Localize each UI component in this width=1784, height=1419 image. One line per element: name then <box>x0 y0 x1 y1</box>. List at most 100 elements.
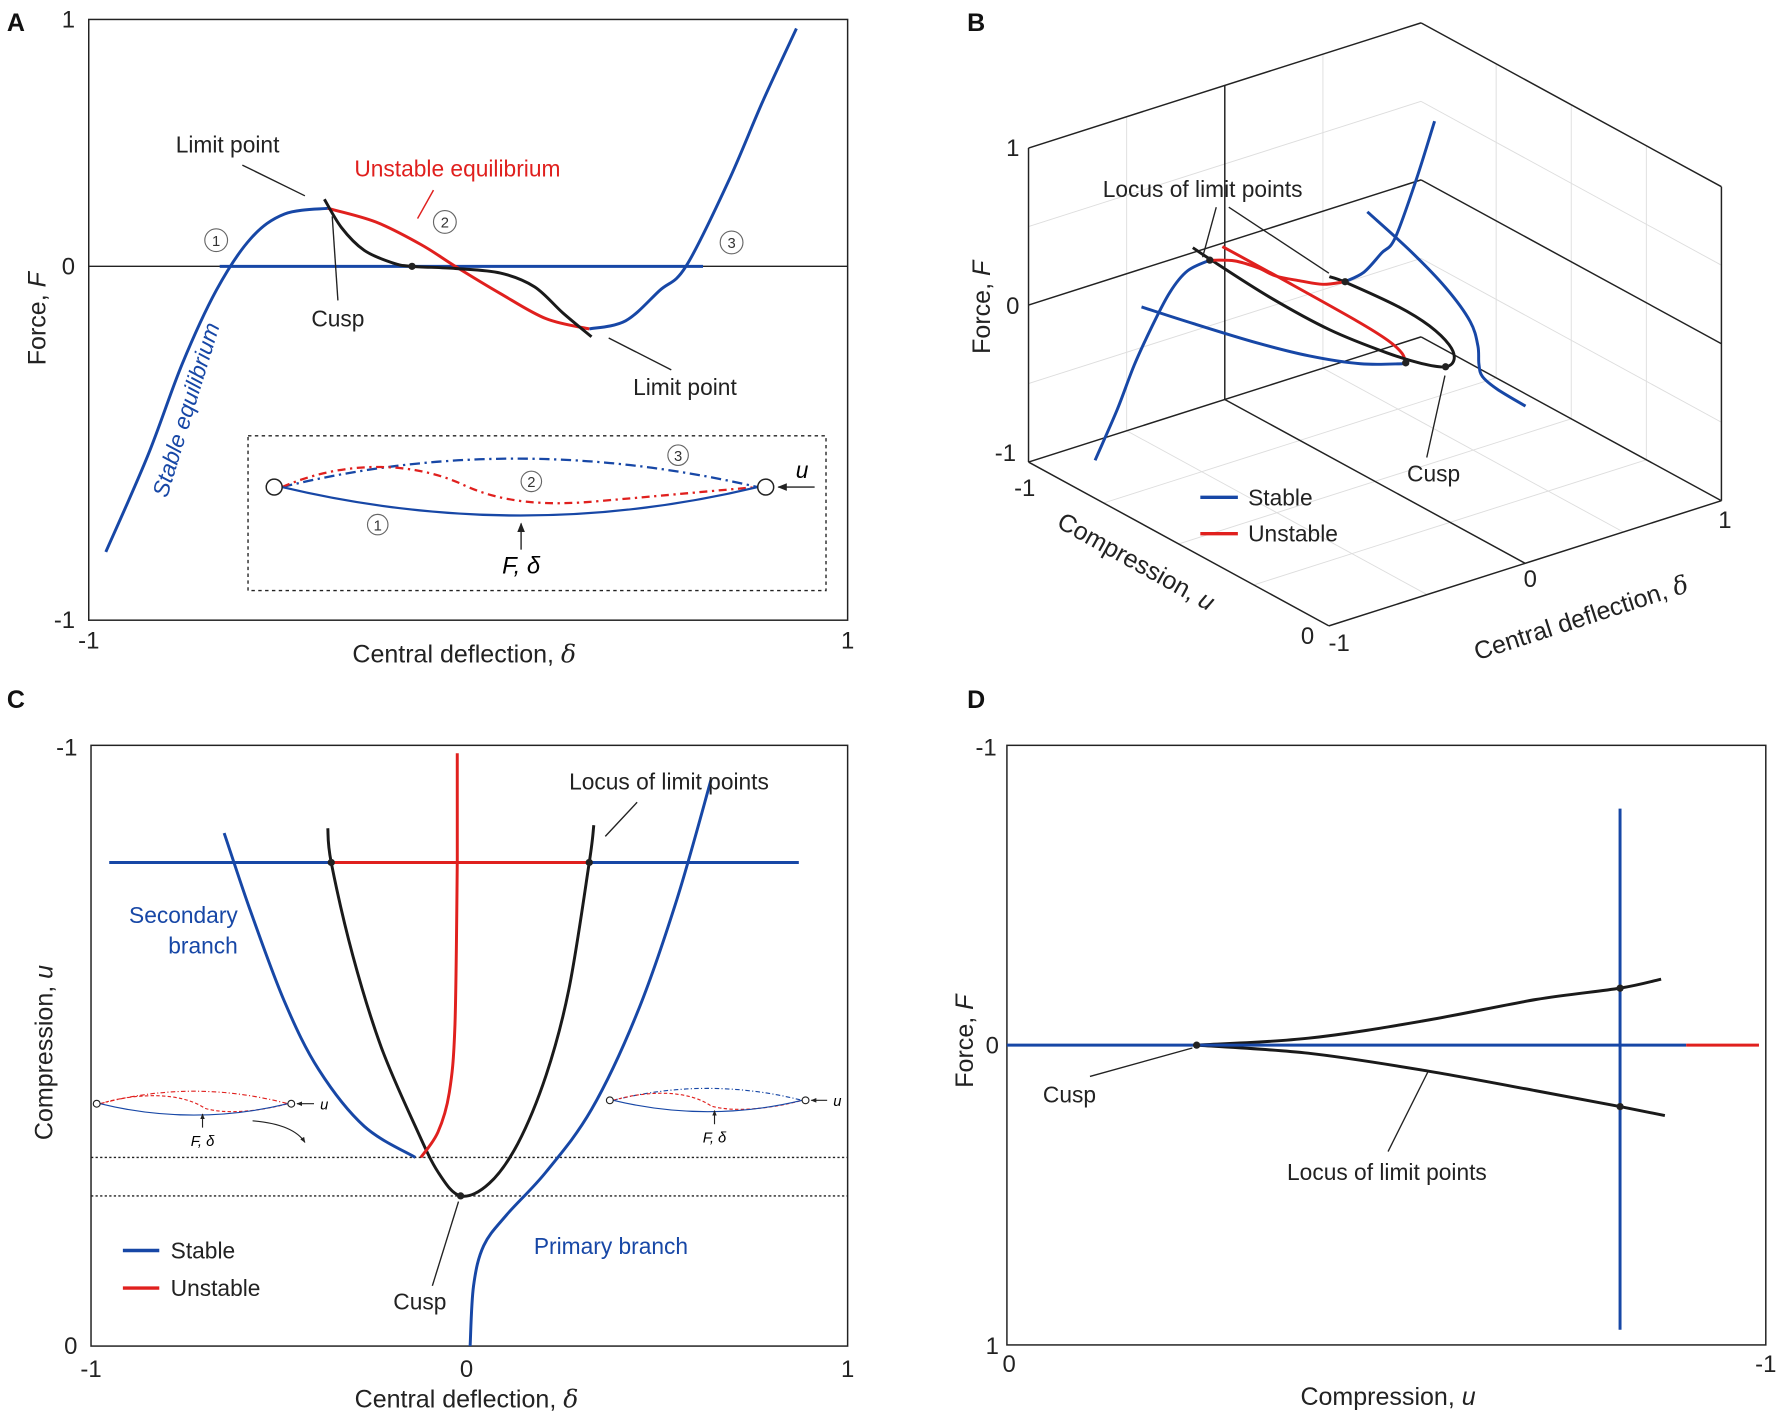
annotation-cusp: Cusp <box>1043 1082 1096 1108</box>
y-axis-label: Force, F <box>24 270 52 365</box>
x-tick: -1 <box>78 628 99 655</box>
annotation-cusp: Cusp <box>1407 460 1460 486</box>
inset-label-u: u <box>796 457 809 483</box>
leader-line <box>431 1201 460 1286</box>
point-limit-point-upper <box>1206 256 1214 264</box>
leader-line <box>1228 206 1330 274</box>
annotation-locus: Locus of limit points <box>569 769 769 795</box>
leader-line <box>1387 1071 1429 1152</box>
axis-edge <box>1028 461 1330 627</box>
axis-edge <box>1224 398 1526 564</box>
leader-line <box>608 337 672 371</box>
series-primary-branch <box>468 779 713 1347</box>
y-tick: 1 <box>62 6 75 33</box>
x-tick: 1 <box>841 628 854 655</box>
x-axis-label: Central deflection, δ <box>355 1385 579 1414</box>
inset-number-3: 3 <box>667 444 689 467</box>
series-primary-branch-f-0 <box>1366 210 1527 408</box>
svg-text:2: 2 <box>441 216 449 232</box>
leader-line <box>604 801 638 837</box>
legend-label-unstable: Unstable <box>1248 521 1338 547</box>
leader-line <box>242 164 306 197</box>
leader-line <box>331 216 339 301</box>
axis-edge <box>1420 22 1722 188</box>
curved-arrow-icon <box>252 1120 306 1143</box>
panel-b: B 1 0 -1 -1 0 -1 0 1 Compression, u Cent… <box>967 9 1731 666</box>
y-axis-label: Force, F <box>951 993 979 1088</box>
u-tick: -1 <box>1014 475 1035 502</box>
delta-axis-label: Central deflection, δ <box>1470 569 1692 666</box>
legend: Stable Unstable <box>122 1237 261 1301</box>
point-cusp <box>408 262 416 270</box>
series-secondary-branch <box>222 832 417 1159</box>
beam-shape <box>613 1092 803 1110</box>
point-limit-point-upper <box>1616 984 1624 992</box>
x-axis-label: Central deflection, δ <box>352 639 576 668</box>
point-limit-point-right <box>585 858 593 867</box>
legend-label-stable: Stable <box>171 1237 236 1263</box>
x-axis-label: Compression, u <box>1300 1383 1475 1411</box>
y-axis-label: Compression, u <box>30 965 58 1140</box>
pin-support <box>801 1096 810 1105</box>
inset-label-force: F, δ <box>703 1130 727 1146</box>
point-cusp <box>1192 1041 1201 1049</box>
branch-number-3: 3 <box>719 230 744 255</box>
x-tick: 1 <box>841 1356 854 1383</box>
z-tick: 1 <box>1006 135 1019 162</box>
point-limit-point-lower <box>1341 278 1349 286</box>
annotation-cusp: Cusp <box>311 306 364 332</box>
series-stable-equilibrium-left <box>104 206 328 553</box>
svg-text:1: 1 <box>374 518 382 534</box>
delta-tick: 1 <box>1718 507 1731 534</box>
leader-line <box>1089 1047 1193 1078</box>
z-tick: 0 <box>1006 293 1019 320</box>
svg-text:2: 2 <box>527 475 535 491</box>
leader-line <box>1201 207 1217 258</box>
legend-label-stable: Stable <box>1248 484 1313 510</box>
panel-letter-a: A <box>7 9 25 37</box>
plot-frame <box>90 744 849 1347</box>
u-tick: 0 <box>1301 623 1314 650</box>
svg-text:3: 3 <box>674 449 682 465</box>
pin-support <box>92 1099 101 1108</box>
annotation-secondary-branch: branch <box>168 933 238 959</box>
u-axis-label: Compression, u <box>1053 507 1220 616</box>
inset-label-u: u <box>320 1097 328 1113</box>
axis-edge <box>1420 336 1722 502</box>
annotation-unstable: Unstable equilibrium <box>354 155 560 181</box>
plot-frame <box>88 18 849 621</box>
beam-shape <box>99 1103 288 1116</box>
y-tick: -1 <box>975 735 996 762</box>
y-tick: -1 <box>54 607 75 634</box>
beam-shape-2 <box>281 465 758 505</box>
inset-frame <box>247 435 827 592</box>
series-stable-right-u-0-808 <box>1344 120 1437 284</box>
annotation-stable: Stable equilibrium <box>147 319 225 500</box>
annotation-locus: Locus of limit points <box>1287 1159 1487 1185</box>
svg-text:1: 1 <box>212 234 220 250</box>
series-stable-left-u-0-808 <box>1093 258 1211 461</box>
inset-label-force: F, δ <box>502 553 541 580</box>
z-tick: -1 <box>995 440 1016 467</box>
legend-label-unstable: Unstable <box>171 1275 261 1301</box>
y-tick: 0 <box>986 1033 999 1060</box>
grid-line <box>1322 367 1624 533</box>
panel-letter-c: C <box>7 686 25 714</box>
x-tick: 0 <box>1003 1351 1016 1378</box>
point-limit-point-left <box>327 858 335 867</box>
series-locus-curve <box>323 198 593 338</box>
x-tick: -1 <box>1755 1351 1776 1378</box>
y-tick: 1 <box>986 1333 999 1360</box>
panel-d: D -1 0 1 0 -1 Compression, u Force, F Cu… <box>951 686 1777 1411</box>
annotation-locus: Locus of limit points <box>1103 176 1303 202</box>
legend: Stable Unstable <box>1200 484 1338 547</box>
annotation-limit-point: Limit point <box>633 374 737 400</box>
point-cusp <box>456 1192 465 1200</box>
series-secondary-branch-f-0 <box>1141 305 1403 366</box>
3d-axes-box <box>1027 22 1723 627</box>
annotation-secondary-branch: Secondary <box>129 902 238 928</box>
panel-c: C -1 0 -1 0 1 Central deflection, δ Comp… <box>7 686 854 1414</box>
inset-label-u: u <box>833 1094 841 1110</box>
inset-number-1: 1 <box>366 513 389 536</box>
